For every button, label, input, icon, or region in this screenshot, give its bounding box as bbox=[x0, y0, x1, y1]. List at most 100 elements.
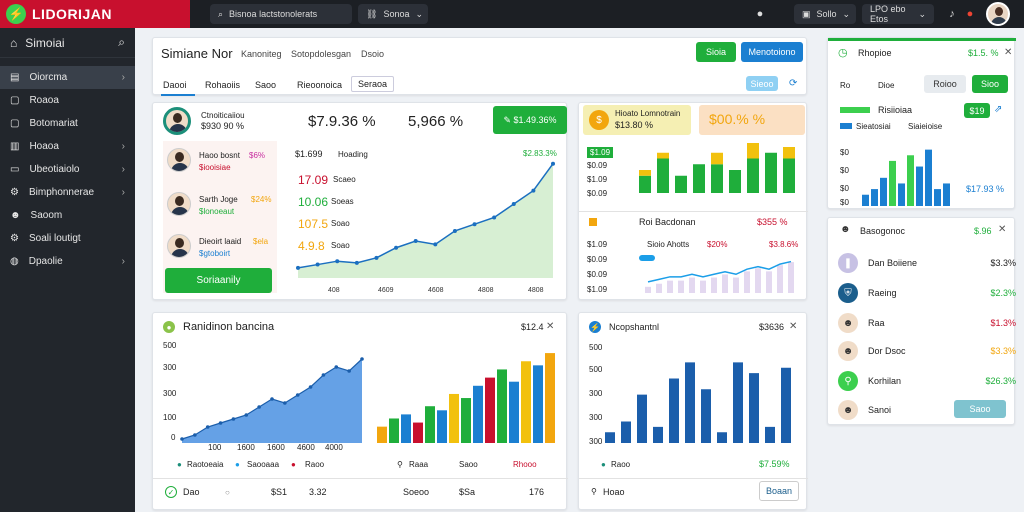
sidebar-item-2[interactable]: ▢ Botomariat bbox=[0, 112, 135, 135]
home-icon[interactable]: ⌂ bbox=[10, 35, 18, 50]
list-item[interactable]: ❚ Dan Boiiene $3.3% bbox=[838, 251, 1016, 275]
sidebar-item-7[interactable]: ⚙ Soali loutigt bbox=[0, 227, 135, 250]
right-link-0[interactable]: Ro bbox=[840, 81, 851, 90]
close-icon[interactable]: ✕ bbox=[789, 321, 798, 332]
sidebar-item-5[interactable]: ⚙ Bimphonnerae › bbox=[0, 181, 135, 204]
right-light-button[interactable]: Roioo bbox=[924, 75, 966, 93]
list-item[interactable]: ⛨ Raeing $2.3% bbox=[838, 281, 1016, 305]
summary-action-button[interactable]: Soriaanily bbox=[165, 268, 272, 293]
data-point bbox=[335, 259, 340, 264]
right-green-button[interactable]: Sioo bbox=[972, 75, 1008, 93]
list-item[interactable]: ☻ Dor Dsoc $3.3% bbox=[838, 339, 1016, 363]
bar bbox=[473, 385, 483, 443]
sidebar-item-8[interactable]: ◍ Dpaolie › bbox=[0, 250, 135, 273]
right-top-value-2: $17.93 % bbox=[966, 184, 1005, 194]
chevron-right-icon: › bbox=[121, 72, 125, 83]
right-link-1[interactable]: Dioe bbox=[878, 81, 895, 90]
alert-icon[interactable]: ● bbox=[966, 8, 974, 20]
data-point bbox=[334, 365, 339, 369]
right-bar-chart bbox=[862, 149, 950, 206]
highlight-panel-2 bbox=[699, 105, 805, 135]
close-icon[interactable]: ✕ bbox=[1004, 47, 1013, 58]
avatar[interactable] bbox=[167, 234, 191, 258]
link-icon: ⛓ bbox=[366, 8, 378, 19]
tab-2[interactable]: Saoo bbox=[255, 80, 277, 90]
small-action-button[interactable]: Sieoo bbox=[746, 76, 778, 91]
row-label: $0.09 bbox=[587, 270, 608, 279]
bottom-mid-bar-chart bbox=[605, 362, 791, 443]
y-label: $0 bbox=[840, 198, 849, 207]
list-item[interactable]: ⚲ Korhilan $26.3% bbox=[838, 369, 1016, 393]
external-link-icon[interactable]: ⇗ bbox=[994, 104, 1003, 115]
sidebar-item-1[interactable]: ▢ Roaoa bbox=[0, 89, 135, 112]
filter-button[interactable]: ⛓ Sonoa ⌄ bbox=[358, 4, 428, 24]
primary-green-button[interactable]: Sioia bbox=[696, 42, 736, 62]
bell-icon[interactable]: ♪ bbox=[949, 8, 955, 20]
avatar: ☻ bbox=[838, 400, 858, 420]
bar bbox=[497, 369, 507, 443]
close-icon[interactable]: ✕ bbox=[546, 321, 555, 332]
leaf-icon: ● bbox=[163, 321, 175, 333]
legend-item: Raotoeaia bbox=[187, 460, 224, 469]
sub-badge[interactable]: $19 bbox=[964, 103, 990, 118]
data-point bbox=[283, 401, 287, 405]
list-item-name: Raa bbox=[868, 318, 885, 328]
divider bbox=[579, 211, 808, 212]
bar bbox=[533, 365, 543, 443]
refresh-icon[interactable]: ⟳ bbox=[789, 78, 798, 89]
bar bbox=[685, 362, 695, 443]
search-bar[interactable]: ⌕ Bisnoa lactstonolerats bbox=[210, 4, 352, 24]
breadcrumb-2[interactable]: Sotopdolesgan bbox=[291, 49, 352, 59]
series-line bbox=[647, 260, 792, 283]
accent-bar bbox=[828, 38, 1016, 41]
notification-icon[interactable]: ● bbox=[756, 8, 764, 20]
user-select[interactable]: ▣ Sollo ⌄ bbox=[794, 4, 856, 24]
avatar[interactable] bbox=[167, 148, 191, 172]
search-icon[interactable]: ⌕ bbox=[118, 35, 125, 49]
region-select[interactable]: LPO ebo Etos ⌄ bbox=[862, 4, 934, 24]
metric-button[interactable]: ✎ $1.49.36% bbox=[493, 106, 567, 134]
bar bbox=[907, 155, 914, 206]
list-item[interactable]: ☻ Sanoi bbox=[838, 398, 1016, 422]
bar bbox=[880, 177, 887, 206]
user-avatar[interactable] bbox=[986, 2, 1010, 26]
tab-0[interactable]: Daooi bbox=[163, 80, 187, 90]
data-point bbox=[531, 188, 536, 193]
filter-label: Sonoa bbox=[383, 9, 410, 19]
avatar[interactable] bbox=[167, 192, 191, 216]
person-pct: $6% bbox=[249, 151, 266, 160]
check-icon: ✓ bbox=[165, 486, 177, 498]
breadcrumb-3[interactable]: Dsoio bbox=[361, 49, 385, 59]
tab-1[interactable]: Rohaoiis bbox=[205, 80, 241, 90]
label-pct: $20% bbox=[707, 240, 728, 249]
user-icon: ☻ bbox=[10, 210, 21, 221]
tab-4[interactable]: Seraoa bbox=[351, 76, 395, 92]
chart-icon: ⚲ bbox=[591, 487, 597, 496]
data-point bbox=[394, 245, 399, 250]
bar bbox=[656, 283, 662, 293]
right-list-button[interactable]: Saoo bbox=[954, 400, 1006, 418]
sidebar-item-3[interactable]: ▥ Hoaoa › bbox=[0, 135, 135, 158]
bar bbox=[765, 426, 775, 443]
primary-blue-button[interactable]: Menotoiono bbox=[741, 42, 803, 62]
tab-3[interactable]: Rieoonoica bbox=[297, 80, 343, 90]
chevron-right-icon: › bbox=[121, 164, 125, 175]
sidebar-item-6[interactable]: ☻ Saoom bbox=[0, 204, 135, 227]
row-label: $0.09 bbox=[587, 189, 608, 198]
profile-avatar[interactable] bbox=[163, 107, 191, 135]
sidebar-item-4[interactable]: ▭ Ubeotiaiolo › bbox=[0, 158, 135, 181]
breadcrumb-1[interactable]: Kanoniteg bbox=[241, 49, 282, 59]
bar bbox=[729, 170, 741, 193]
list-item-value: $2.3% bbox=[990, 288, 1016, 298]
list-item[interactable]: ☻ Raa $1.3% bbox=[838, 311, 1016, 335]
close-icon[interactable]: ✕ bbox=[998, 224, 1007, 235]
app-logo-area[interactable]: ⚡ LIDORIJAN bbox=[0, 0, 190, 28]
data-point bbox=[296, 265, 300, 270]
bar bbox=[747, 158, 759, 193]
toggle-indicator[interactable] bbox=[639, 255, 655, 261]
bar bbox=[925, 149, 932, 206]
sidebar-item-0[interactable]: ▤ Oiorcma › bbox=[0, 66, 135, 89]
bottom-mid-button[interactable]: Boaan bbox=[759, 481, 799, 501]
data-point bbox=[321, 373, 326, 377]
bar bbox=[733, 277, 739, 293]
